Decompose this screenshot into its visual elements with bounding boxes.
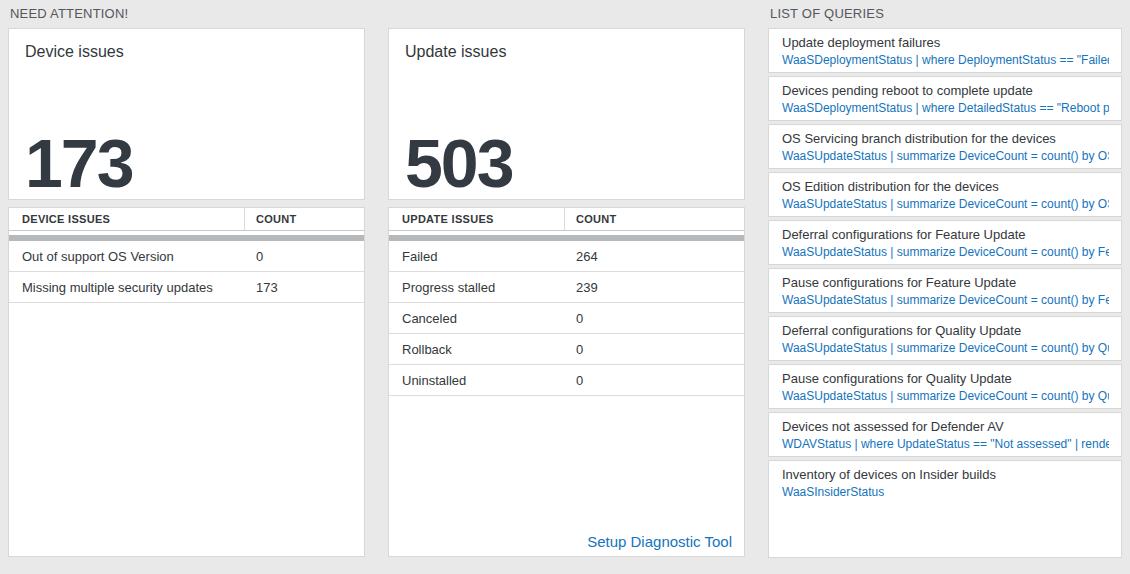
query-title: Deferral configurations for Quality Upda… <box>782 322 1109 340</box>
issue-count: 264 <box>565 249 744 264</box>
table-row[interactable]: Out of support OS Version 0 <box>9 241 364 272</box>
update-issues-table-card: UPDATE ISSUES COUNT Failed 264 Progress … <box>388 207 745 557</box>
device-issues-tile[interactable]: Device issues 173 <box>8 28 365 200</box>
device-issues-table-header: DEVICE ISSUES COUNT <box>9 208 364 231</box>
issue-label: Failed <box>389 249 565 264</box>
device-issues-total: 173 <box>25 129 132 197</box>
query-title: Deferral configurations for Feature Upda… <box>782 226 1109 244</box>
table-row[interactable]: Canceled 0 <box>389 303 744 334</box>
column-header-device-issues: DEVICE ISSUES <box>9 208 245 230</box>
need-attention-header: NEED ATTENTION! <box>10 6 128 21</box>
issue-count: 0 <box>245 249 364 264</box>
query-list-item[interactable]: Deferral configurations for Feature Upda… <box>768 220 1122 265</box>
query-text: WaaSUpdateStatus | summarize DeviceCount… <box>782 196 1109 212</box>
query-list-item[interactable]: Pause configurations for Quality Update … <box>768 364 1122 409</box>
query-title: Pause configurations for Feature Update <box>782 274 1109 292</box>
update-issues-tile[interactable]: Update issues 503 <box>388 28 745 200</box>
query-title: Update deployment failures <box>782 34 1109 52</box>
query-title: Devices pending reboot to complete updat… <box>782 82 1109 100</box>
issue-count: 0 <box>565 311 744 326</box>
issue-label: Progress stalled <box>389 280 565 295</box>
query-list-item[interactable]: Devices pending reboot to complete updat… <box>768 76 1122 121</box>
query-text: WaaSDeploymentStatus | where DetailedSta… <box>782 100 1109 116</box>
query-title: Devices not assessed for Defender AV <box>782 418 1109 436</box>
query-list-item[interactable]: Pause configurations for Feature Update … <box>768 268 1122 313</box>
column-header-update-issues: UPDATE ISSUES <box>389 208 565 230</box>
query-title: OS Servicing branch distribution for the… <box>782 130 1109 148</box>
issue-label: Out of support OS Version <box>9 249 245 264</box>
device-issues-table-body: Out of support OS Version 0 Missing mult… <box>9 241 364 303</box>
query-text: WaaSInsiderStatus <box>782 484 1109 500</box>
update-issues-table-body: Failed 264 Progress stalled 239 Canceled… <box>389 241 744 396</box>
table-row[interactable]: Uninstalled 0 <box>389 365 744 396</box>
device-issues-title: Device issues <box>9 29 364 61</box>
table-row[interactable]: Rollback 0 <box>389 334 744 365</box>
setup-diagnostic-tool-link[interactable]: Setup Diagnostic Tool <box>587 533 732 550</box>
issue-label: Canceled <box>389 311 565 326</box>
issue-label: Uninstalled <box>389 373 565 388</box>
query-list-item[interactable]: Deferral configurations for Quality Upda… <box>768 316 1122 361</box>
issue-count: 173 <box>245 280 364 295</box>
query-text: WaaSUpdateStatus | summarize DeviceCount… <box>782 388 1109 404</box>
query-text: WaaSUpdateStatus | summarize DeviceCount… <box>782 148 1109 164</box>
query-list-item[interactable]: OS Edition distribution for the devices … <box>768 172 1122 217</box>
query-list-item[interactable]: Devices not assessed for Defender AV WDA… <box>768 412 1122 457</box>
issue-label: Missing multiple security updates <box>9 280 245 295</box>
issue-count: 0 <box>565 373 744 388</box>
query-title: Inventory of devices on Insider builds <box>782 466 1109 484</box>
query-text: WDAVStatus | where UpdateStatus == "Not … <box>782 436 1109 452</box>
issue-count: 0 <box>565 342 744 357</box>
table-row[interactable]: Missing multiple security updates 173 <box>9 272 364 303</box>
query-list-item[interactable]: Inventory of devices on Insider builds W… <box>768 460 1122 558</box>
update-issues-table-header: UPDATE ISSUES COUNT <box>389 208 744 231</box>
query-title: OS Edition distribution for the devices <box>782 178 1109 196</box>
update-issues-title: Update issues <box>389 29 744 61</box>
issue-label: Rollback <box>389 342 565 357</box>
device-issues-table-card: DEVICE ISSUES COUNT Out of support OS Ve… <box>8 207 365 557</box>
column-header-count: COUNT <box>565 208 744 230</box>
query-text: WaaSUpdateStatus | summarize DeviceCount… <box>782 340 1109 356</box>
query-text: WaaSUpdateStatus | summarize DeviceCount… <box>782 244 1109 260</box>
query-list-item[interactable]: OS Servicing branch distribution for the… <box>768 124 1122 169</box>
table-row[interactable]: Progress stalled 239 <box>389 272 744 303</box>
query-list-item[interactable]: Update deployment failures WaaSDeploymen… <box>768 28 1122 73</box>
issue-count: 239 <box>565 280 744 295</box>
query-title: Pause configurations for Quality Update <box>782 370 1109 388</box>
update-issues-total: 503 <box>405 129 512 197</box>
list-of-queries-panel: Update deployment failures WaaSDeploymen… <box>768 28 1122 561</box>
query-text: WaaSDeploymentStatus | where DeploymentS… <box>782 52 1109 68</box>
query-text: WaaSUpdateStatus | summarize DeviceCount… <box>782 292 1109 308</box>
table-row[interactable]: Failed 264 <box>389 241 744 272</box>
column-header-count: COUNT <box>245 208 364 230</box>
list-of-queries-header: LIST OF QUERIES <box>770 6 884 21</box>
